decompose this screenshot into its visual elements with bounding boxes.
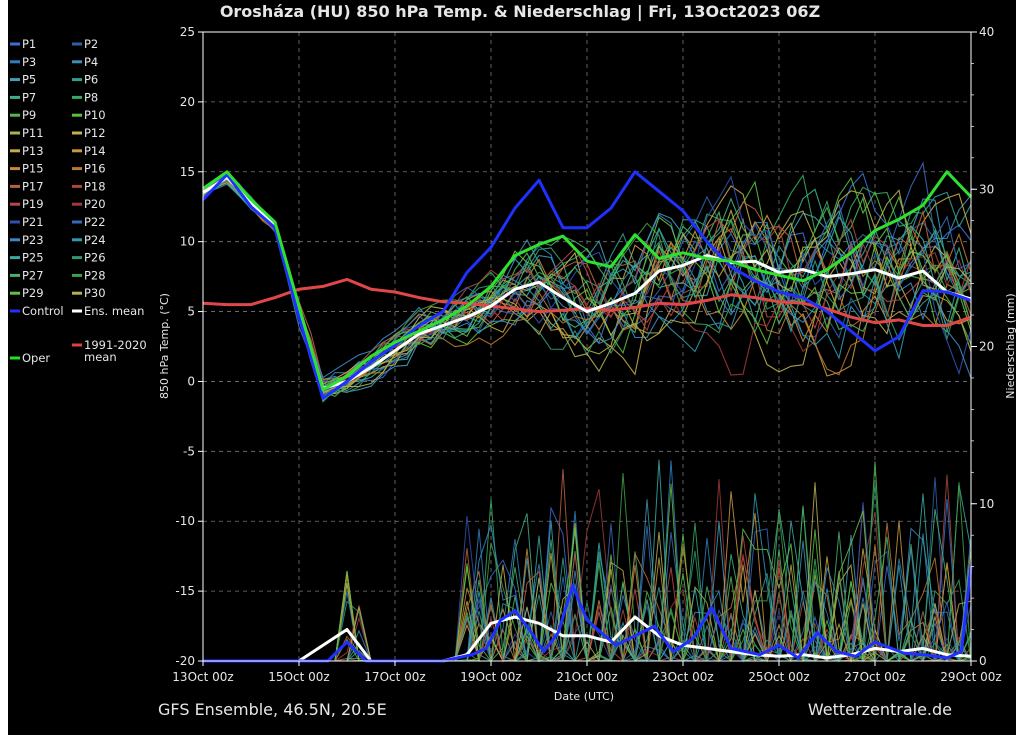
x-tick-label: 21Oct 00z: [556, 670, 617, 684]
legend-label: Ens. mean: [84, 304, 144, 318]
y-axis-label: 850 hPa Temp. (°C): [158, 293, 171, 399]
y-tick-label: -5: [183, 444, 195, 458]
y-tick-label: 15: [180, 165, 195, 179]
y2-tick-label: 10: [979, 497, 994, 511]
y-tick-label: 25: [180, 25, 195, 39]
legend-label: P7: [22, 90, 36, 104]
y2-tick-label: 20: [979, 340, 994, 354]
chart-canvas: 13Oct 00z 15Oct 00z 17Oct 00z 19Oct 00z 21Oc…: [10, 2, 1016, 719]
legend-label: P14: [84, 144, 106, 158]
x-tick-label: 13Oct 00z: [172, 670, 233, 684]
legend-label: P22: [84, 215, 106, 229]
legend-label: P9: [22, 108, 36, 122]
legend-label: P12: [84, 126, 106, 140]
legend-label: P30: [84, 286, 106, 300]
legend-label: P6: [84, 73, 98, 87]
y-tick-label: 10: [180, 235, 195, 249]
temp-series-line: [201, 170, 972, 400]
legend-label: P11: [22, 126, 44, 140]
x-tick-label: 27Oct 00z: [844, 670, 905, 684]
member-temp-line: [202, 170, 972, 385]
y-tick-label: 5: [187, 305, 195, 319]
x-tick-label: 17Oct 00z: [364, 670, 425, 684]
grid-lines: [202, 31, 972, 662]
y2-axis-label: Niederschlag (mm): [1004, 293, 1016, 398]
y-tick-label: 20: [180, 95, 195, 109]
legend-label: P19: [22, 197, 44, 211]
member-temp-line: [202, 173, 972, 394]
x-tick-label: 23Oct 00z: [652, 670, 713, 684]
footer-site: Wetterzentrale.de: [808, 700, 952, 719]
y2-tick-label: 0: [979, 654, 987, 668]
member-temp-line: [202, 179, 972, 389]
x-tick-label: 15Oct 00z: [268, 670, 329, 684]
legend-label: P25: [22, 251, 44, 265]
legend-label: P24: [84, 233, 106, 247]
legend-label: P8: [84, 90, 98, 104]
member-temp-line: [202, 175, 972, 379]
legend-label: P4: [84, 55, 98, 69]
legend-label: P23: [22, 233, 44, 247]
legend-label: P28: [84, 268, 106, 282]
legend-label: P21: [22, 215, 44, 229]
member-temp-line: [202, 173, 972, 393]
y-tick-label: -15: [175, 584, 195, 598]
legend-label: Oper: [22, 351, 50, 365]
legend-label: P20: [84, 197, 106, 211]
axes: 13Oct 00z 15Oct 00z 17Oct 00z 19Oct 00z 21Oc…: [172, 25, 1001, 684]
x-tick-label: 25Oct 00z: [748, 670, 809, 684]
member-temp-line: [202, 161, 972, 383]
y-tick-label: 0: [187, 374, 195, 388]
temp-lines: [201, 170, 973, 400]
legend-label: P5: [22, 73, 36, 87]
legend-label: P13: [22, 144, 44, 158]
y-tick-label: -10: [175, 514, 195, 528]
legend-label: P17: [22, 179, 44, 193]
chart-frame: 13Oct 00z 15Oct 00z 17Oct 00z 19Oct 00z 21Oc…: [8, 0, 1016, 735]
footer-source: GFS Ensemble, 46.5N, 20.5E: [158, 700, 387, 719]
member-temp-line: [202, 175, 972, 398]
legend-label: P10: [84, 108, 106, 122]
temp-series-line: [202, 277, 972, 327]
legend-label: P15: [22, 162, 44, 176]
temp-series-line: [202, 170, 973, 392]
legend-label: P1: [22, 37, 36, 51]
legend-label: Control: [22, 304, 64, 318]
legend-label: P3: [22, 55, 36, 69]
x-axis-label: Date (UTC): [554, 690, 614, 703]
legend-label: P2: [84, 37, 98, 51]
chart-title: Orosháza (HU) 850 hPa Temp. & Niederschl…: [220, 2, 820, 22]
y2-tick-label: 30: [979, 182, 994, 196]
legend-label: P26: [84, 251, 106, 265]
y-tick-label: -20: [175, 654, 195, 668]
legend-label: 1991-2020 mean: [84, 338, 147, 364]
legend-label: P27: [22, 268, 44, 282]
x-tick-label: 19Oct 00z: [460, 670, 521, 684]
legend-label: P18: [84, 179, 106, 193]
x-tick-label: 29Oct 00z: [940, 670, 1001, 684]
legend-label: P29: [22, 286, 44, 300]
legend: P1 P2 P3 P4 P5 P6 P7 P8 P9 P10 P11 P12 P13 P14 P15 P16 P…: [10, 37, 147, 365]
y2-tick-label: 40: [979, 25, 994, 39]
legend-label: P16: [84, 162, 106, 176]
